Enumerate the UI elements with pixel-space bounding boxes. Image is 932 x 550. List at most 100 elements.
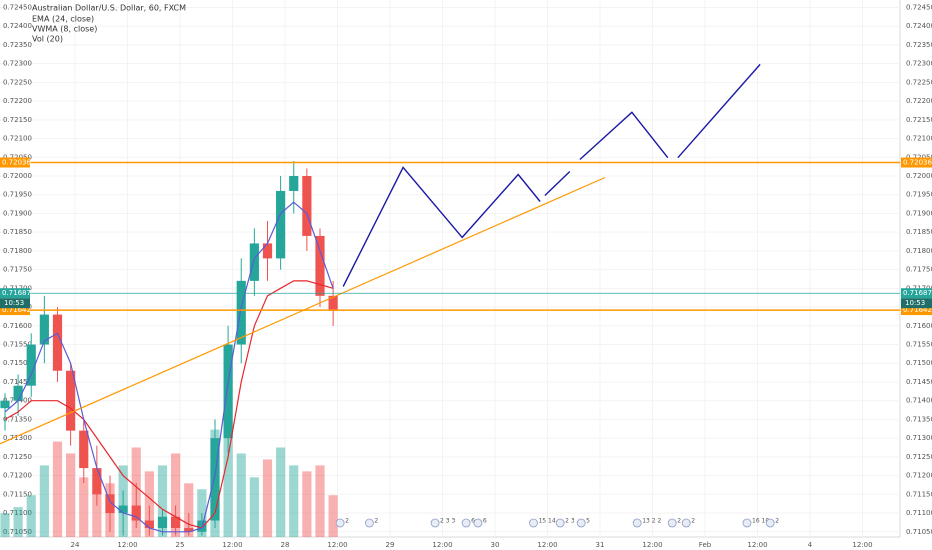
y-tick-label: 0.71050 — [906, 528, 932, 536]
x-tick-label: 12:00 — [327, 541, 347, 549]
y-tick-label: 0.72250 — [906, 78, 932, 86]
y-tick-label: 0.71600 — [906, 322, 932, 330]
candle-body — [52, 314, 63, 371]
volume-bar — [223, 423, 233, 537]
y-tick-label: 0.71200 — [906, 472, 932, 480]
y-tick-label: 0.71350 — [3, 415, 32, 423]
countdown-label: 10:53 — [905, 299, 925, 307]
projection-line — [342, 63, 761, 287]
event-label: 2 — [775, 518, 779, 525]
event-label: 6 — [483, 518, 487, 525]
y-tick-label: 0.71100 — [906, 509, 932, 517]
y-tick-label: 0.71900 — [906, 209, 932, 217]
candle-body — [26, 344, 36, 386]
candle-body — [144, 520, 154, 529]
x-tick-label: 31 — [596, 541, 605, 549]
candle-body — [118, 505, 128, 514]
event-label: 2 3 — [565, 518, 575, 525]
y-tick-label: 0.71600 — [3, 322, 32, 330]
y-tick-label: 0.71250 — [906, 453, 932, 461]
y-tick-label: 0.71450 — [3, 378, 32, 386]
y-tick-label: 0.71750 — [3, 266, 32, 274]
event-icon — [765, 518, 775, 528]
volume-bar — [171, 453, 181, 537]
price-label: 0.71642 — [2, 306, 31, 314]
x-tick-label: 12:00 — [117, 541, 137, 549]
event-icon — [576, 518, 586, 528]
countdown-label: 10:53 — [4, 299, 24, 307]
y-tick-label: 0.72050 — [906, 153, 932, 161]
y-tick-label: 0.71150 — [906, 490, 932, 498]
candle-body — [39, 314, 49, 345]
volume-bar — [13, 507, 23, 537]
event-icon — [555, 518, 565, 528]
event-icon — [632, 518, 642, 528]
volume-bar — [144, 471, 154, 537]
indicator-label: EMA (24, close) — [32, 15, 94, 24]
candle-body — [249, 243, 259, 281]
price-box — [0, 305, 30, 316]
volume-bar — [289, 465, 299, 537]
y-tick-label: 0.72400 — [3, 22, 32, 30]
y-tick-label: 0.71250 — [3, 453, 32, 461]
price-box — [0, 288, 30, 299]
event-label: 15 14 — [538, 518, 555, 525]
y-tick-label: 0.72450 — [3, 3, 32, 11]
y-tick-label: 0.71100 — [3, 509, 32, 517]
price-label: 0.71642 — [903, 306, 932, 314]
y-tick-label: 0.72450 — [906, 3, 932, 11]
volume-bar — [262, 459, 273, 537]
candle-body — [302, 176, 312, 236]
price-box — [0, 157, 30, 168]
candle-body — [315, 235, 325, 296]
indicator-line — [4, 201, 334, 533]
event-label: 13 2 2 — [642, 518, 661, 525]
candle-body — [157, 516, 168, 529]
volume-bar — [79, 477, 89, 537]
x-tick-label: Feb — [699, 541, 712, 549]
x-tick-label: 24 — [71, 541, 80, 549]
event-icon — [461, 518, 471, 528]
event-icon — [742, 518, 752, 528]
x-tick-label: 30 — [491, 541, 500, 549]
event-icon — [473, 518, 483, 528]
x-tick-label: 12:00 — [642, 541, 662, 549]
price-box — [901, 157, 932, 168]
y-tick-label: 0.71550 — [3, 341, 32, 349]
x-tick-label: 12:00 — [747, 541, 767, 549]
y-tick-label: 0.71200 — [3, 472, 32, 480]
event-label: 2 — [677, 518, 681, 525]
y-tick-label: 0.72000 — [906, 172, 932, 180]
x-tick-label: 12:00 — [537, 541, 557, 549]
y-tick-label: 0.72300 — [3, 60, 32, 68]
candle-body — [0, 400, 10, 409]
x-tick-label: 29 — [386, 541, 395, 549]
chart-title: Australian Dollar/U.S. Dollar, 60, FXCM — [32, 4, 186, 13]
candle-body — [66, 370, 76, 431]
candle-body — [223, 344, 233, 439]
event-label: 2 — [345, 518, 349, 525]
candle-body — [276, 190, 286, 259]
y-tick-label: 0.71500 — [906, 359, 932, 367]
candle-body — [105, 494, 115, 514]
candle-body — [210, 438, 220, 521]
price-label: 0.72036 — [2, 159, 31, 167]
x-tick-label: 12:00 — [852, 541, 872, 549]
event-icon — [667, 518, 677, 528]
y-tick-label: 0.71300 — [3, 434, 32, 442]
x-tick-label: 12:00 — [432, 541, 452, 549]
y-tick-label: 0.71850 — [906, 228, 932, 236]
y-tick-label: 0.71750 — [906, 266, 932, 274]
volume-bar — [328, 495, 338, 537]
event-label: 6 — [471, 518, 475, 525]
volume-bar — [0, 513, 10, 537]
y-tick-label: 0.71550 — [906, 341, 932, 349]
y-tick-label: 0.71800 — [906, 247, 932, 255]
y-tick-label: 0.72400 — [906, 22, 932, 30]
volume-bar — [39, 465, 49, 537]
y-tick-label: 0.71150 — [3, 490, 32, 498]
volume-bar — [66, 453, 76, 537]
